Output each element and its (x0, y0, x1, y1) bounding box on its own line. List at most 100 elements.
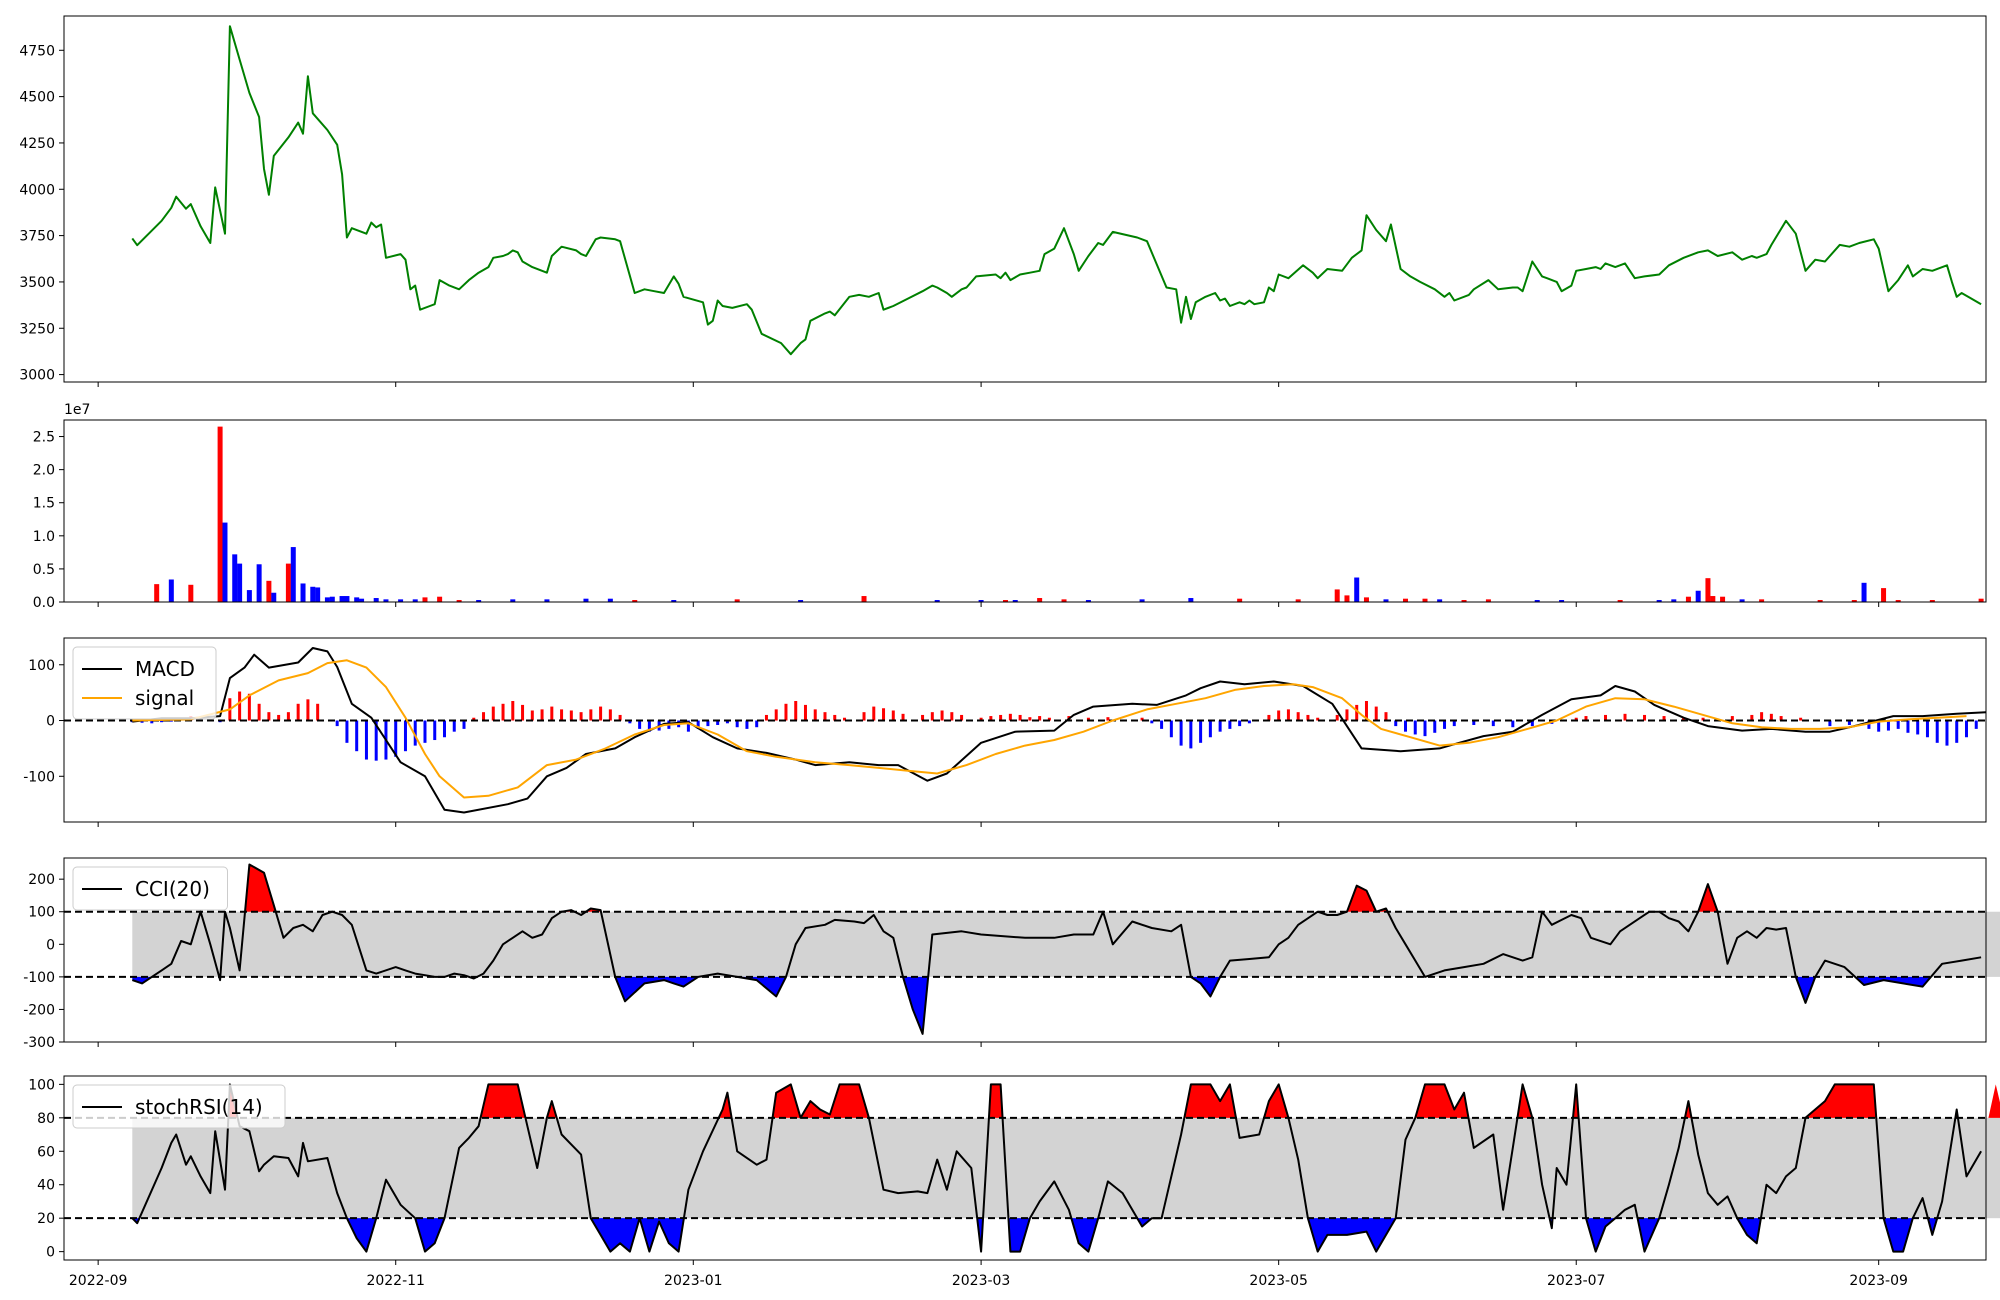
y-tick-label: 0 (46, 937, 55, 953)
histogram-bar (1886, 720, 1890, 731)
volume-bar (412, 599, 418, 602)
y-tick-label: 4250 (19, 136, 55, 152)
volume-bar (217, 426, 223, 602)
volume-bar (1851, 600, 1857, 602)
histogram-bar (316, 703, 320, 721)
volume-bar (256, 564, 262, 602)
cci-panel: -300 -200 -100 0 100 200 CCI(20) (23, 857, 2000, 1051)
histogram-bar (433, 720, 437, 741)
histogram-bar (511, 701, 515, 721)
histogram-bar (345, 720, 349, 743)
y-tick-label: 2.0 (33, 463, 55, 479)
volume-bar (1978, 598, 1984, 602)
histogram-bar (1877, 720, 1881, 732)
volume-bar (344, 596, 350, 602)
histogram-bar (335, 720, 339, 727)
histogram-bar (960, 714, 964, 721)
histogram-bar (1306, 714, 1310, 721)
y-tick-label: 0 (46, 714, 55, 730)
y-tick-label: 1.0 (33, 529, 55, 545)
histogram-bar (1267, 714, 1271, 721)
histogram-bar (813, 709, 817, 721)
volume-bar (373, 598, 379, 602)
histogram-bar (1179, 720, 1183, 746)
volume-bar (861, 596, 867, 602)
histogram-bar (1828, 720, 1832, 727)
histogram-bar (1662, 716, 1666, 721)
legend-box (72, 866, 228, 911)
volume-bar (1534, 600, 1540, 602)
histogram-bar (257, 703, 261, 721)
volume-bar (1437, 599, 1443, 602)
y-tick-label: 3500 (19, 275, 55, 291)
histogram-bar (872, 706, 876, 721)
volume-bar (290, 547, 296, 602)
volume-bar (1354, 577, 1360, 602)
histogram-bar (1945, 720, 1949, 746)
y-tick-label: 0.5 (33, 562, 55, 578)
volume-bar (1422, 598, 1428, 602)
volume-bar (329, 596, 335, 602)
volume-bar (1929, 600, 1935, 602)
histogram-bar (1604, 714, 1608, 721)
histogram-bar (150, 720, 154, 724)
histogram-bar (999, 714, 1003, 721)
x-tick-label: 2023-01 (664, 1273, 723, 1289)
histogram-bar (1452, 720, 1456, 727)
histogram-bar (560, 709, 564, 721)
histogram-bar (1028, 717, 1032, 721)
axes-frame (63, 419, 1987, 603)
volume-bar (324, 597, 330, 602)
volume-bar (1037, 598, 1043, 602)
axes-frame (63, 15, 1987, 383)
histogram-bar (589, 709, 593, 721)
volume-bar (1188, 598, 1194, 602)
histogram-bar (277, 714, 281, 721)
histogram-bar (472, 717, 476, 721)
histogram-bar (550, 706, 554, 721)
oversold-fill (132, 1218, 1938, 1252)
histogram-bar (296, 703, 300, 721)
histogram-bar (930, 712, 934, 721)
neutral-band (132, 911, 2000, 977)
histogram-bar (1086, 717, 1090, 721)
histogram-bar (1296, 712, 1300, 721)
histogram-bar (1018, 714, 1022, 721)
x-tick-label: 2023-05 (1249, 1273, 1308, 1289)
histogram-bar (1394, 720, 1398, 727)
histogram-bar (803, 704, 807, 721)
x-tick-label: 2023-07 (1547, 1273, 1606, 1289)
volume-bar (1334, 589, 1340, 602)
histogram-bar (823, 712, 827, 721)
volume-bar (271, 592, 277, 602)
signal-line (132, 659, 1967, 799)
volume-bar (476, 600, 482, 602)
histogram-bar (1238, 720, 1242, 727)
histogram-bar (579, 712, 583, 721)
histogram-bar (1472, 720, 1476, 725)
volume-bar (154, 584, 160, 602)
volume-bar (1720, 596, 1726, 602)
volume-bar (1559, 600, 1565, 602)
histogram-bar (1150, 720, 1154, 724)
volume-bar (1237, 598, 1243, 602)
volume-bar (354, 597, 360, 602)
histogram-bar (794, 701, 798, 721)
histogram-bar (638, 720, 642, 729)
histogram-bar (989, 716, 993, 721)
histogram-bar (1218, 720, 1222, 732)
volume-bar (978, 600, 984, 602)
macd-panel: -100 0 100 MACD signal (23, 637, 1987, 827)
x-tick-label: 2022-09 (69, 1273, 128, 1289)
volume-bar (398, 599, 404, 602)
histogram-bar (569, 710, 573, 721)
volume-bar (1739, 599, 1745, 602)
histogram-bar (1106, 717, 1110, 721)
histogram-bar (843, 717, 847, 721)
histogram-bar (1906, 720, 1910, 733)
histogram-bar (462, 720, 466, 729)
histogram-bar (784, 703, 788, 721)
volume-bar (607, 598, 613, 602)
volume-bar (1895, 600, 1901, 602)
